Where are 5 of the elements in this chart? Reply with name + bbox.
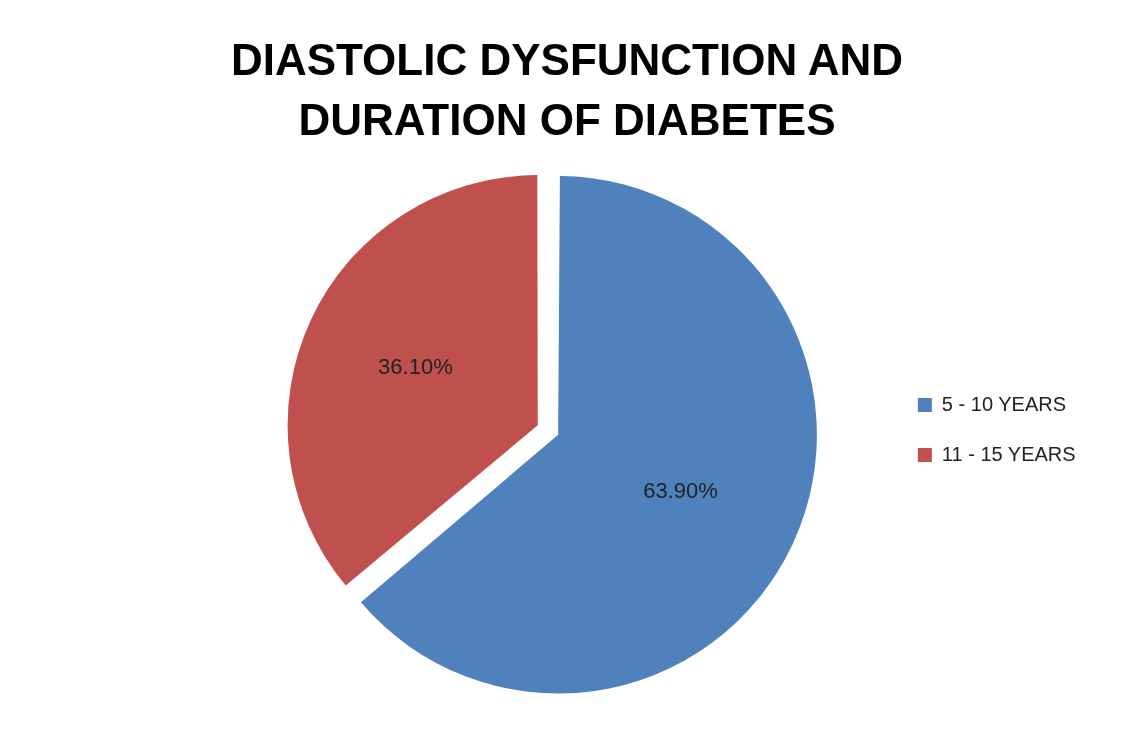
data-label: 36.10% — [378, 354, 453, 380]
legend-label: 11 - 15 YEARS — [941, 442, 1076, 465]
legend-label: 5 - 10 YEARS — [941, 392, 1066, 415]
data-label: 63.90% — [643, 477, 718, 503]
chart-title: DIASTOLIC DYSFUNCTION AND DURATION OF DIABETES — [229, 34, 905, 146]
